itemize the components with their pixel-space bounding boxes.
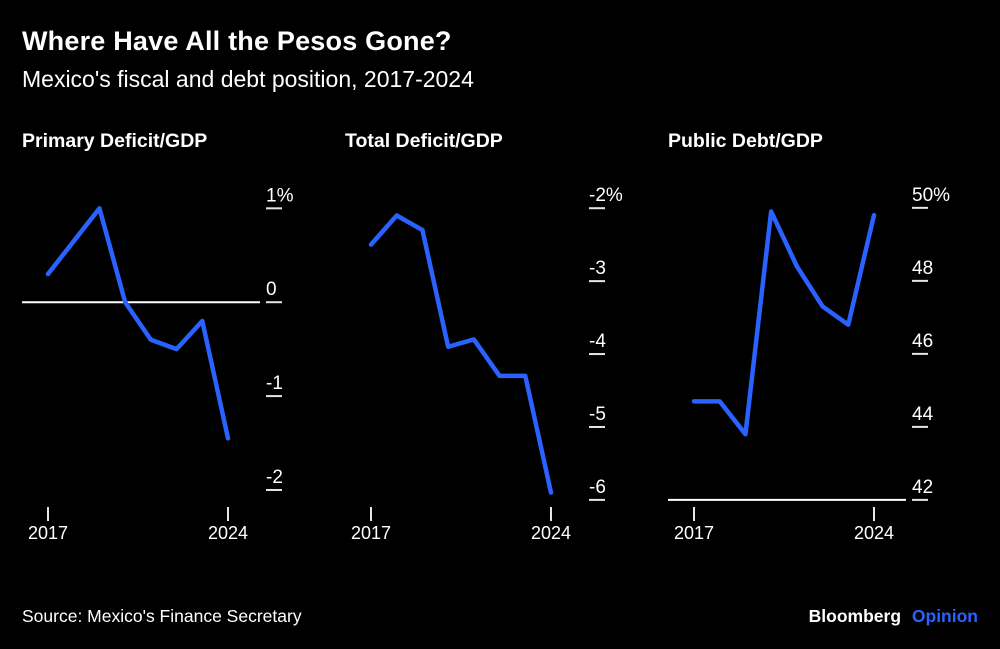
x-axis-tick-label: 2024 bbox=[854, 523, 894, 543]
chart-subtitle: Mexico's fiscal and debt position, 2017-… bbox=[22, 66, 474, 92]
y-axis-tick-label: 44 bbox=[912, 404, 934, 425]
line-series bbox=[45, 206, 231, 441]
y-axis-tick-label: -5 bbox=[589, 404, 606, 425]
chart-title: Where Have All the Pesos Gone? bbox=[22, 26, 452, 56]
y-axis-tick-label: 50% bbox=[912, 185, 950, 206]
panel-title-primary-deficit: Primary Deficit/GDP bbox=[22, 130, 208, 152]
x-axis-tick-label: 2024 bbox=[208, 523, 248, 543]
opinion-wordmark: Opinion bbox=[911, 606, 978, 626]
source-note: Source: Mexico's Finance Secretary bbox=[22, 606, 302, 626]
public-debt-chart: 50% 48 46 44 42 2017 2024 bbox=[668, 185, 950, 543]
x-axis-tick-label: 2017 bbox=[351, 523, 391, 543]
y-axis-tick-label: -1 bbox=[266, 373, 283, 394]
y-axis-tick-label: 0 bbox=[266, 279, 277, 300]
primary-deficit-chart: 1% 0 -1 -2 2017 2024 bbox=[22, 185, 294, 543]
x-axis-tick-label: 2024 bbox=[531, 523, 571, 543]
line-series bbox=[368, 213, 554, 495]
chart-header: Where Have All the Pesos Gone? Mexico's … bbox=[22, 26, 474, 93]
panel-title-public-debt: Public Debt/GDP bbox=[668, 130, 823, 152]
bloomberg-opinion-logo: Bloomberg Opinion bbox=[809, 606, 978, 627]
x-axis-tick-label: 2017 bbox=[674, 523, 714, 543]
bloomberg-wordmark: Bloomberg bbox=[808, 606, 902, 626]
panel-title-total-deficit: Total Deficit/GDP bbox=[345, 130, 503, 152]
y-axis-tick-label: -6 bbox=[589, 477, 606, 498]
y-axis-tick-label: -2 bbox=[266, 467, 283, 488]
x-axis-tick-label: 2017 bbox=[28, 523, 68, 543]
total-deficit-chart: -2% -3 -4 -5 -6 2017 2024 bbox=[351, 185, 623, 543]
y-axis-tick-label: 42 bbox=[912, 477, 933, 498]
y-axis-tick-label: -3 bbox=[589, 258, 606, 279]
y-axis-tick-label: 46 bbox=[912, 331, 933, 352]
y-axis-tick-label: -4 bbox=[589, 331, 606, 352]
y-axis-tick-label: 1% bbox=[266, 185, 294, 206]
y-axis-tick-label: 48 bbox=[912, 258, 933, 279]
line-series bbox=[691, 209, 877, 437]
y-axis-tick-label: -2% bbox=[589, 185, 623, 206]
